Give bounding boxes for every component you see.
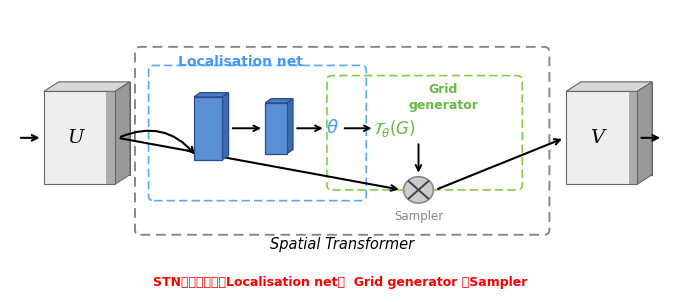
Text: STN包括三部分：Localisation net，  Grid generator 和Sampler: STN包括三部分：Localisation net， Grid generato…	[153, 276, 528, 289]
Polygon shape	[115, 82, 130, 184]
Polygon shape	[566, 82, 652, 92]
Polygon shape	[194, 97, 223, 160]
Polygon shape	[44, 82, 130, 92]
Text: $\mathcal{T}_\theta(G)$: $\mathcal{T}_\theta(G)$	[373, 118, 416, 139]
Circle shape	[404, 177, 433, 203]
Polygon shape	[637, 82, 652, 184]
Polygon shape	[566, 92, 637, 184]
Text: V: V	[590, 129, 605, 147]
Text: U: U	[67, 129, 84, 147]
Polygon shape	[44, 92, 115, 184]
Text: Localisation net: Localisation net	[178, 55, 303, 69]
Text: $\theta$: $\theta$	[326, 119, 338, 137]
Polygon shape	[629, 92, 637, 184]
Polygon shape	[265, 99, 293, 103]
Polygon shape	[581, 82, 652, 175]
Polygon shape	[287, 99, 293, 154]
Polygon shape	[194, 93, 229, 97]
Polygon shape	[223, 93, 229, 160]
Text: Sampler: Sampler	[394, 210, 443, 223]
Polygon shape	[265, 103, 287, 154]
Polygon shape	[106, 92, 115, 184]
Polygon shape	[59, 82, 130, 175]
Text: Spatial Transformer: Spatial Transformer	[270, 237, 414, 252]
Text: Grid
generator: Grid generator	[408, 83, 478, 112]
